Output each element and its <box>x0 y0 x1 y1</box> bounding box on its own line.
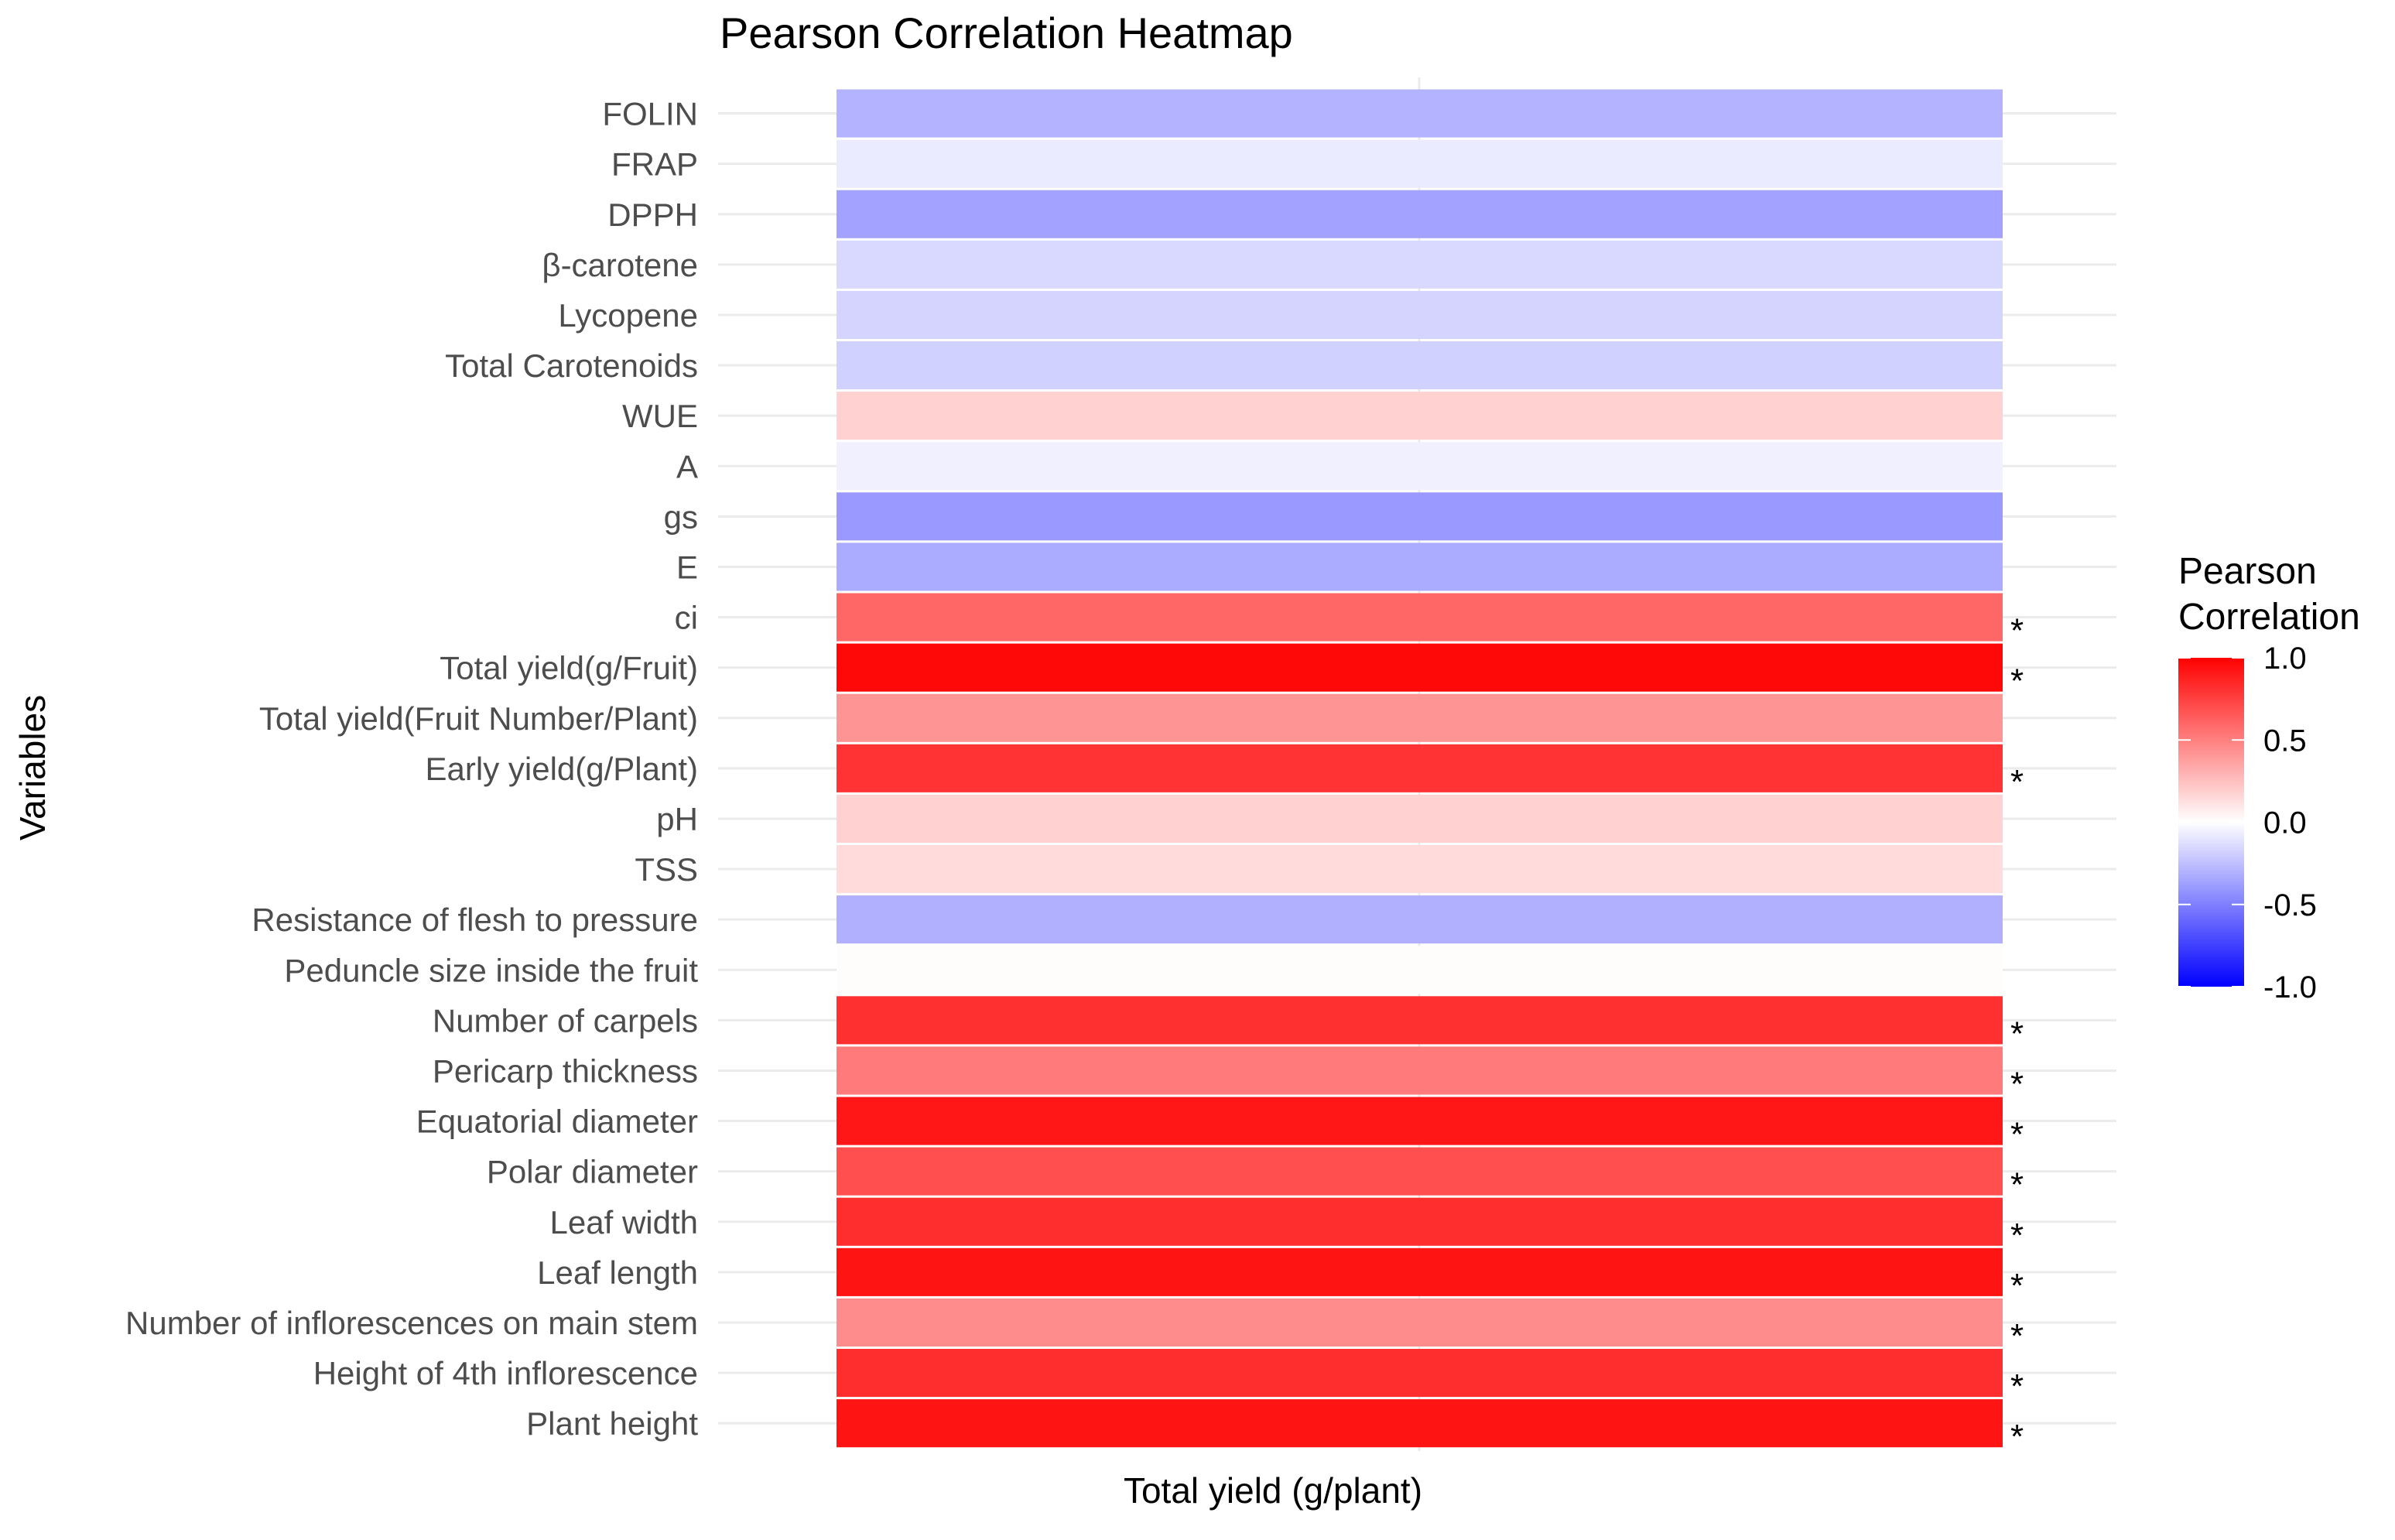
y-tick-label: Total yield(Fruit Number/Plant) <box>259 700 698 737</box>
y-tick-label: β-carotene <box>542 247 698 283</box>
heatmap-cell <box>837 845 2003 894</box>
legend-tick-label: 1.0 <box>2263 642 2307 676</box>
legend-tick-label: 0.5 <box>2263 724 2307 758</box>
heatmap-cell <box>837 744 2003 792</box>
y-tick-label: TSS <box>635 851 698 888</box>
y-tick-label: Polar diameter <box>487 1154 698 1190</box>
y-tick-label: Total yield(g/Fruit) <box>440 650 698 686</box>
significance-marker: * <box>2010 1267 2024 1305</box>
heatmap-cell <box>837 996 2003 1045</box>
y-tick-label: Number of carpels <box>433 1002 698 1039</box>
y-tick-label: Leaf length <box>537 1254 698 1291</box>
significance-marker: * <box>2010 1367 2024 1405</box>
y-tick-label: ci <box>675 600 698 636</box>
y-tick-label: DPPH <box>607 197 698 233</box>
y-tick-label: Pericarp thickness <box>433 1052 698 1089</box>
color-legend: Pearson Correlation 1.0 0.5 0.0 -0.5 -1.0 <box>2178 551 2360 1004</box>
legend-title-line-1: Pearson <box>2178 551 2317 592</box>
heatmap-cell <box>837 693 2003 742</box>
heatmap-cell <box>837 190 2003 238</box>
heatmap-cell <box>837 290 2003 339</box>
heatmap-cell <box>837 1247 2003 1296</box>
significance-marker: * <box>2010 1116 2024 1154</box>
heatmap-cell <box>837 1349 2003 1398</box>
significance-marker: * <box>2010 1217 2024 1254</box>
heatmap-cell <box>837 1046 2003 1095</box>
y-tick-label: Plant height <box>526 1405 698 1442</box>
heatmap-cell <box>837 593 2003 642</box>
heatmap-cell <box>837 341 2003 390</box>
legend-tick-label: 0.0 <box>2263 806 2307 840</box>
y-tick-label: Height of 4th inflorescence <box>313 1355 698 1391</box>
heatmap-cell <box>837 1298 2003 1347</box>
heatmap-cell <box>837 643 2003 692</box>
y-tick-label: E <box>676 549 698 585</box>
chart-title: Pearson Correlation Heatmap <box>720 9 1293 57</box>
heatmap-cell <box>837 895 2003 944</box>
heatmap-cell <box>837 1097 2003 1145</box>
significance-marker: * <box>2010 1317 2024 1355</box>
legend-ticks: 1.0 0.5 0.0 -0.5 -1.0 <box>2178 642 2317 1004</box>
x-axis-label: Total yield (g/plant) <box>1124 1470 1422 1511</box>
y-tick-label: Total Carotenoids <box>445 347 698 384</box>
heatmap-cell <box>837 542 2003 591</box>
heatmap-cell <box>837 1399 2003 1448</box>
y-tick-label: Leaf width <box>550 1204 698 1241</box>
y-tick-label: FRAP <box>611 146 698 183</box>
y-tick-label: FOLIN <box>602 96 698 132</box>
heatmap-cell <box>837 240 2003 289</box>
y-tick-label: Equatorial diameter <box>416 1104 698 1140</box>
significance-marker: * <box>2010 763 2024 801</box>
heatmap-cell <box>837 442 2003 491</box>
significance-markers: * * * * * * * * * * * * <box>2010 612 2024 1456</box>
y-tick-label: pH <box>656 801 698 837</box>
heatmap-cell <box>837 1197 2003 1246</box>
legend-tick-label: -0.5 <box>2263 888 2317 922</box>
heatmap-cell <box>837 946 2003 994</box>
legend-title-line-2: Correlation <box>2178 597 2360 638</box>
y-tick-label: Early yield(g/Plant) <box>426 751 698 787</box>
significance-marker: * <box>2010 662 2024 700</box>
heatmap-cell <box>837 139 2003 188</box>
heatmap-cells <box>837 89 2003 1448</box>
y-tick-label: A <box>676 448 698 484</box>
significance-marker: * <box>2010 612 2024 650</box>
y-tick-label: Peduncle size inside the fruit <box>284 952 698 988</box>
y-tick-label: Number of inflorescences on main stem <box>125 1305 698 1341</box>
significance-marker: * <box>2010 1015 2024 1052</box>
significance-marker: * <box>2010 1065 2024 1103</box>
heatmap-cell <box>837 89 2003 138</box>
y-axis-tick-labels: FOLIN FRAP DPPH β-carotene Lycopene Total Car… <box>125 96 698 1442</box>
legend-tick-label: -1.0 <box>2263 970 2317 1004</box>
significance-marker: * <box>2010 1418 2024 1456</box>
heatmap-cell <box>837 1147 2003 1196</box>
heatmap-cell <box>837 492 2003 541</box>
y-tick-label: WUE <box>622 398 698 434</box>
y-axis-label: Variables <box>12 695 53 840</box>
heatmap-cell <box>837 392 2003 440</box>
y-tick-label: Resistance of flesh to pressure <box>251 902 698 938</box>
y-tick-label: Lycopene <box>558 297 698 334</box>
heatmap-cell <box>837 794 2003 843</box>
y-tick-label: gs <box>664 498 698 535</box>
significance-marker: * <box>2010 1166 2024 1204</box>
